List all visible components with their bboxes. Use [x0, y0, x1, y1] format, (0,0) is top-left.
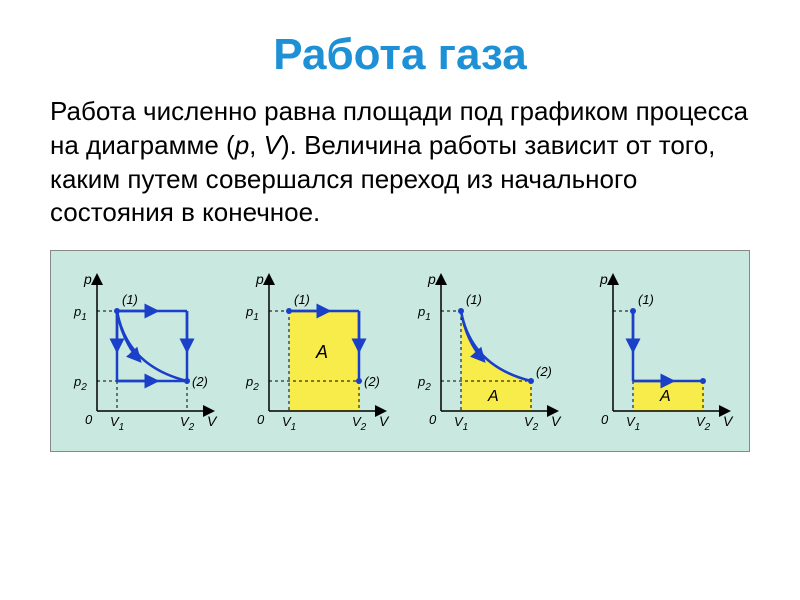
svg-text:p2: p2 [73, 374, 87, 393]
svg-text:(2): (2) [364, 374, 380, 389]
pv-diagram-3: p V 0 p1 p2 V1 V2 (1) (2) A [406, 266, 566, 436]
svg-text:(2): (2) [536, 364, 552, 379]
diagram-container: p V 0 p1 p2 V1 V2 [50, 250, 750, 452]
origin: 0 [85, 412, 93, 427]
svg-text:0: 0 [601, 412, 609, 427]
pv-diagram-2: p V 0 p1 p2 V1 V2 (1) (2) [234, 266, 394, 436]
svg-text:V: V [379, 413, 390, 429]
svg-text:A: A [487, 388, 499, 405]
svg-text:(1): (1) [638, 292, 654, 307]
svg-text:p: p [255, 271, 264, 287]
svg-text:p2: p2 [417, 374, 431, 393]
svg-text:p1: p1 [417, 304, 431, 323]
svg-text:V2: V2 [524, 414, 539, 433]
svg-text:p: p [427, 271, 436, 287]
svg-text:V: V [723, 413, 734, 429]
svg-text:0: 0 [257, 412, 265, 427]
pv-diagram-4: p V 0 V1 V2 (1) A [578, 266, 738, 436]
axis-v: V [207, 413, 218, 429]
svg-text:p: p [599, 271, 608, 287]
diagram-background: p V 0 p1 p2 V1 V2 [50, 250, 750, 452]
svg-text:V2: V2 [696, 414, 711, 433]
slide-body: Работа численно равна площади под график… [50, 95, 750, 230]
svg-text:V1: V1 [454, 414, 468, 433]
svg-text:0: 0 [429, 412, 437, 427]
svg-text:(1): (1) [294, 292, 310, 307]
area-label: A [315, 342, 328, 362]
svg-text:(1): (1) [122, 292, 138, 307]
svg-text:p1: p1 [245, 304, 259, 323]
svg-text:(1): (1) [466, 292, 482, 307]
slide-title: Работа газа [50, 30, 750, 80]
svg-text:p1: p1 [73, 304, 87, 323]
svg-text:V1: V1 [110, 414, 124, 433]
svg-text:V2: V2 [352, 414, 367, 433]
svg-text:V: V [551, 413, 562, 429]
pv-diagram-1: p V 0 p1 p2 V1 V2 [62, 266, 222, 436]
svg-text:p2: p2 [245, 374, 259, 393]
axis-p: p [83, 271, 92, 287]
svg-text:V1: V1 [626, 414, 640, 433]
svg-text:(2): (2) [192, 374, 208, 389]
svg-text:A: A [659, 388, 671, 405]
svg-text:V1: V1 [282, 414, 296, 433]
svg-text:V2: V2 [180, 414, 195, 433]
